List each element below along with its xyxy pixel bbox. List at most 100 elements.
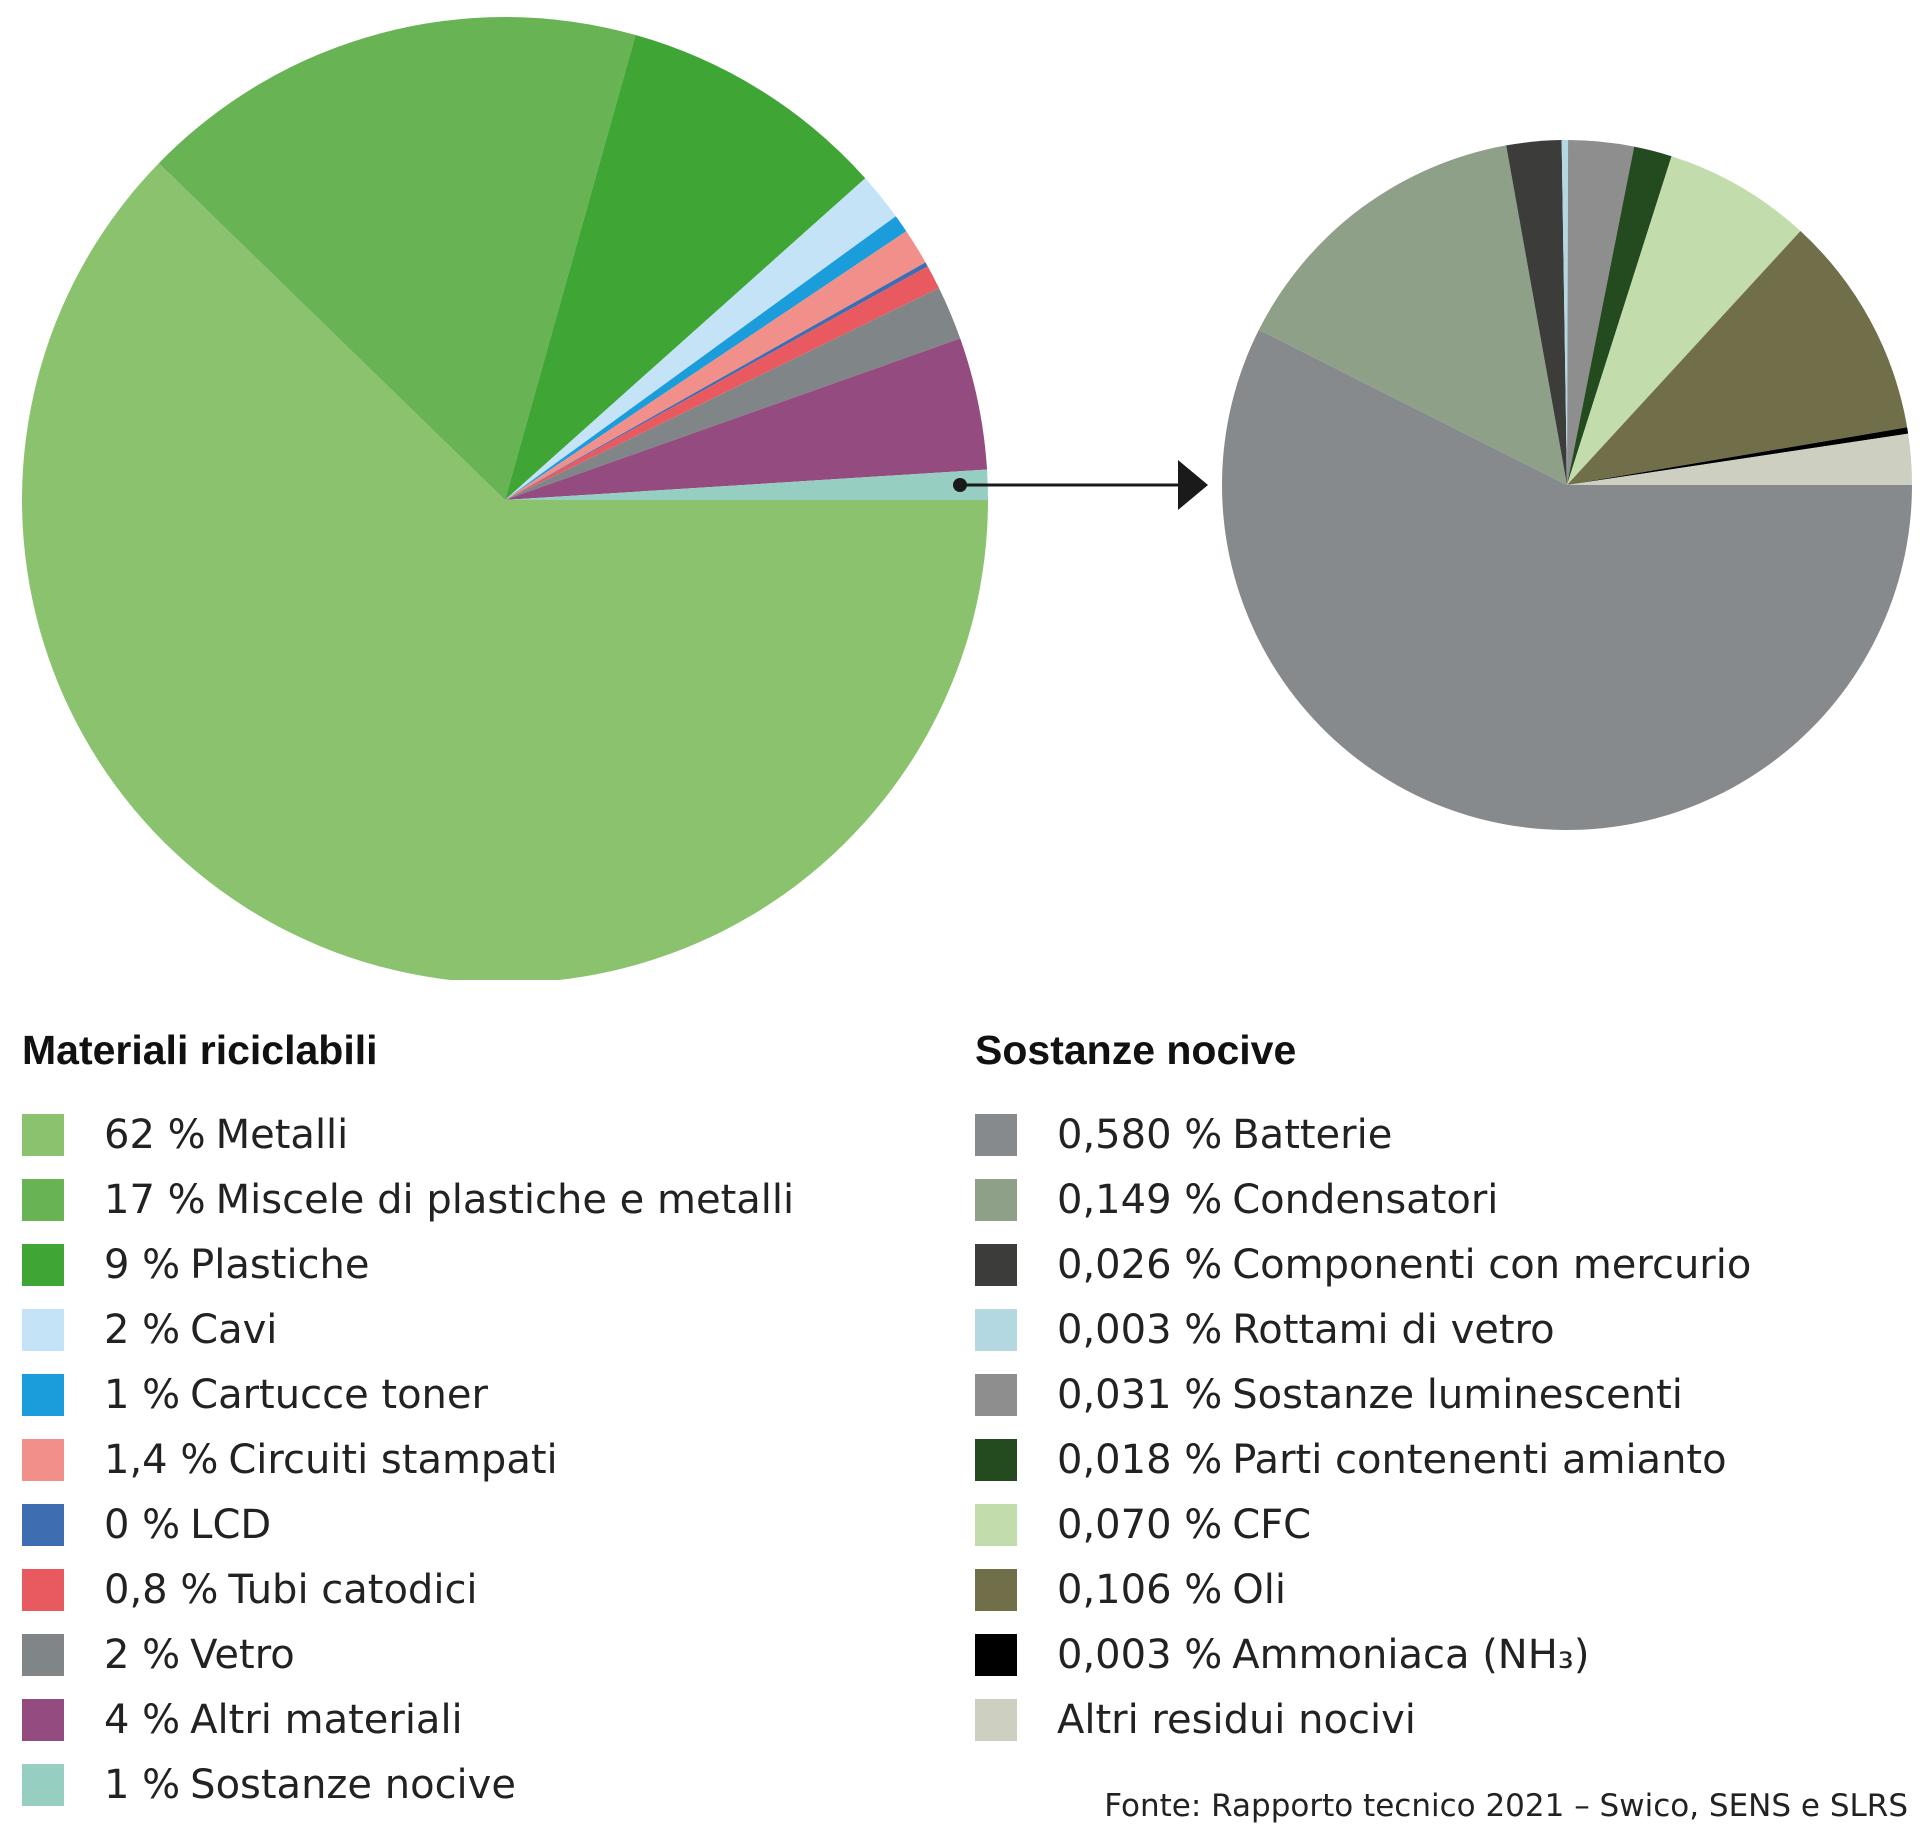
pie-slice-ammoniaca-nh bbox=[1567, 427, 1909, 485]
legend-percentage: 17 % bbox=[104, 1176, 206, 1223]
pie-slice-metalli bbox=[22, 163, 988, 980]
legend-label: 0,580 % Batterie bbox=[1057, 1112, 1392, 1158]
legend-label: 0,031 % Sostanze luminescenti bbox=[1057, 1372, 1683, 1418]
pie-slice-altri-residui-nocivi bbox=[1567, 433, 1912, 485]
legend-category-name: Metalli bbox=[215, 1111, 349, 1158]
legend-label: 2 % Cavi bbox=[104, 1307, 277, 1353]
legend-label: 0,003 % Rottami di vetro bbox=[1057, 1307, 1555, 1353]
charts-area bbox=[22, 17, 1912, 980]
legend-percentage: 0,018 % bbox=[1057, 1436, 1223, 1483]
legend-percentage: 1 % bbox=[104, 1761, 181, 1808]
legend-category-name: Sostanze luminescenti bbox=[1232, 1371, 1683, 1418]
legend-category-name: Plastiche bbox=[190, 1241, 370, 1288]
legend-label: 2 % Vetro bbox=[104, 1632, 295, 1678]
legend-swatch bbox=[975, 1568, 1017, 1611]
legend-label: 1 % Sostanze nocive bbox=[104, 1762, 516, 1808]
pie-slice-miscele-di-plastiche-e-metalli bbox=[158, 17, 636, 501]
legend-label: 1 % Cartucce toner bbox=[104, 1372, 488, 1418]
legend-label: Altri residui nocivi bbox=[1057, 1697, 1416, 1743]
pie-slice-rottami-di-vetro bbox=[1561, 140, 1569, 485]
legend-category-name: Vetro bbox=[190, 1631, 295, 1678]
legend-category-name: Batterie bbox=[1232, 1111, 1393, 1158]
legend-percentage: 9 % bbox=[104, 1241, 181, 1288]
legend-item-parti-contenenti-amianto: 0,018 % Parti contenenti amianto bbox=[975, 1427, 1915, 1492]
source-note: Fonte: Rapporto tecnico 2021 – Swico, SE… bbox=[1104, 1788, 1908, 1824]
pie-slice-sostanze-luminescenti bbox=[1567, 140, 1635, 486]
legend-swatch bbox=[22, 1243, 64, 1286]
legend-label: 0,018 % Parti contenenti amianto bbox=[1057, 1437, 1727, 1483]
pie-slice-altri-materiali bbox=[505, 338, 988, 500]
legend-label: 62 % Metalli bbox=[104, 1112, 348, 1158]
legend-category-name: Tubi catodici bbox=[228, 1566, 478, 1613]
legend-percentage: 0,070 % bbox=[1057, 1501, 1223, 1548]
pie-slice-cfc bbox=[1567, 156, 1801, 485]
legend-label: 4 % Altri materiali bbox=[104, 1697, 463, 1743]
legend-swatch bbox=[975, 1113, 1017, 1156]
legend-item-vetro: 2 % Vetro bbox=[22, 1622, 922, 1687]
legend-swatch bbox=[975, 1438, 1017, 1481]
legend-category-name: Rottami di vetro bbox=[1232, 1306, 1555, 1353]
legend-percentage: 1,4 % bbox=[104, 1436, 219, 1483]
pie-slice-sostanze-nocive bbox=[505, 469, 988, 500]
legend-swatch bbox=[22, 1633, 64, 1676]
legend-category-name: Ammoniaca (NH₃) bbox=[1232, 1631, 1590, 1678]
legend-label: 9 % Plastiche bbox=[104, 1242, 370, 1288]
legend-percentage: 0,8 % bbox=[104, 1566, 219, 1613]
legend-swatch bbox=[22, 1178, 64, 1221]
legend-swatch bbox=[22, 1568, 64, 1611]
legend-swatch bbox=[975, 1308, 1017, 1351]
pie-slice-condensatori bbox=[1258, 145, 1567, 485]
legend-item-sostanze-nocive: 1 % Sostanze nocive bbox=[22, 1752, 922, 1817]
legend-label: 0,106 % Oli bbox=[1057, 1567, 1286, 1613]
legend-percentage: 0,026 % bbox=[1057, 1241, 1223, 1288]
legend-item-miscele-di-plastiche-e-metalli: 17 % Miscele di plastiche e metalli bbox=[22, 1167, 922, 1232]
legend-label: 0 % LCD bbox=[104, 1502, 271, 1548]
recyclable-legend-list: 62 % Metalli 17 % Miscele di plastiche e me… bbox=[22, 1102, 922, 1817]
legend-label: 0,149 % Condensatori bbox=[1057, 1177, 1498, 1223]
legend-swatch bbox=[22, 1698, 64, 1741]
legend-percentage: 0,003 % bbox=[1057, 1306, 1223, 1353]
legend-item-cartucce-toner: 1 % Cartucce toner bbox=[22, 1362, 922, 1427]
legend-item-metalli: 62 % Metalli bbox=[22, 1102, 922, 1167]
legend-swatch bbox=[975, 1698, 1017, 1741]
legend-label: 1,4 % Circuiti stampati bbox=[104, 1437, 558, 1483]
legend-category-name: Parti contenenti amianto bbox=[1232, 1436, 1727, 1483]
legend-swatch bbox=[22, 1503, 64, 1546]
legend-percentage: 1 % bbox=[104, 1371, 181, 1418]
legend-percentage: 0,580 % bbox=[1057, 1111, 1223, 1158]
legend-item-circuiti-stampati: 1,4 % Circuiti stampati bbox=[22, 1427, 922, 1492]
legend-label: 0,003 % Ammoniaca (NH₃) bbox=[1057, 1632, 1589, 1678]
hazardous-legend-list: 0,580 % Batterie 0,149 % Condensatori 0,026 … bbox=[975, 1102, 1915, 1752]
legend-label: 0,026 % Componenti con mercurio bbox=[1057, 1242, 1751, 1288]
legend-swatch bbox=[22, 1438, 64, 1481]
legend-swatch bbox=[975, 1373, 1017, 1416]
legend-percentage: 2 % bbox=[104, 1631, 181, 1678]
legend-category-name: Altri residui nocivi bbox=[1057, 1696, 1416, 1743]
pie-slice-componenti-con-mercurio bbox=[1506, 140, 1567, 485]
hazardous-legend: Sostanze nocive 0,580 % Batterie 0,149 % Co… bbox=[975, 1020, 1915, 1752]
legend-category-name: Condensatori bbox=[1232, 1176, 1499, 1223]
hazardous-substances-pie bbox=[1222, 140, 1912, 830]
legend-category-name: Oli bbox=[1232, 1566, 1286, 1613]
legend-item-tubi-catodici: 0,8 % Tubi catodici bbox=[22, 1557, 922, 1622]
recyclable-legend: Materiali riciclabili 62 % Metalli 17 % Mis… bbox=[22, 1020, 922, 1817]
legend-item-condensatori: 0,149 % Condensatori bbox=[975, 1167, 1915, 1232]
legend-item-sostanze-luminescenti: 0,031 % Sostanze luminescenti bbox=[975, 1362, 1915, 1427]
legend-percentage: 0,106 % bbox=[1057, 1566, 1223, 1613]
hazardous-legend-title: Sostanze nocive bbox=[975, 1027, 1297, 1073]
legend-category-name: LCD bbox=[190, 1501, 272, 1548]
pie-slice-batterie bbox=[1222, 329, 1912, 830]
legend-category-name: Sostanze nocive bbox=[190, 1761, 516, 1808]
legend-item-rottami-di-vetro: 0,003 % Rottami di vetro bbox=[975, 1297, 1915, 1362]
legend-percentage: 0,003 % bbox=[1057, 1631, 1223, 1678]
legend-swatch bbox=[22, 1308, 64, 1351]
pie-slice-oli bbox=[1567, 231, 1908, 485]
legend-swatch bbox=[22, 1373, 64, 1416]
legend-swatch bbox=[975, 1633, 1017, 1676]
pie-slice-cavi bbox=[505, 178, 896, 501]
pie-slice-plastiche bbox=[505, 34, 866, 500]
legend-category-name: Circuiti stampati bbox=[228, 1436, 558, 1483]
recyclable-materials-pie bbox=[22, 17, 988, 980]
legend-item-batterie: 0,580 % Batterie bbox=[975, 1102, 1915, 1167]
legend-percentage: 0,031 % bbox=[1057, 1371, 1223, 1418]
